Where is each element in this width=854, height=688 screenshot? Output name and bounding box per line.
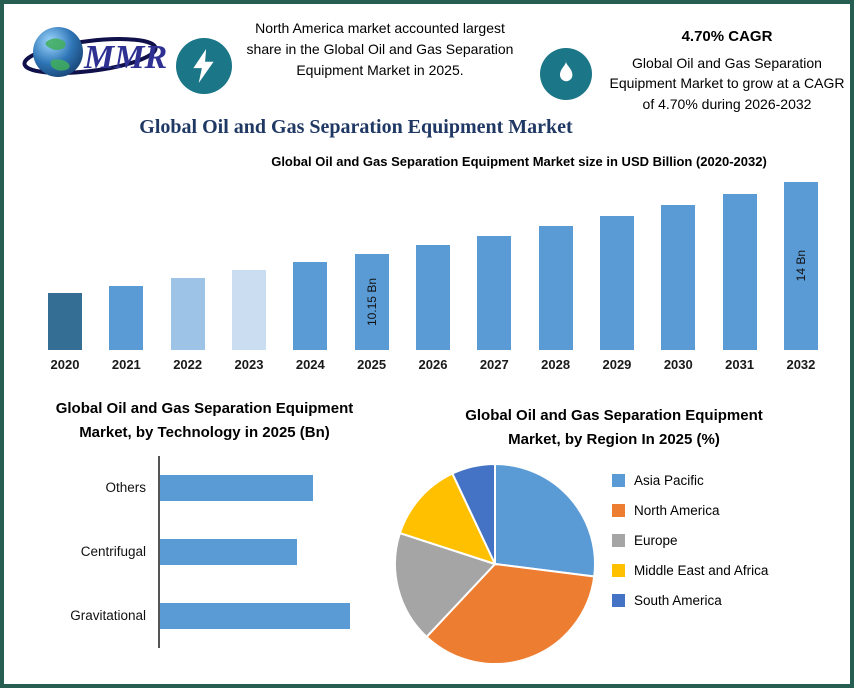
pie-slice-europe — [394, 531, 497, 638]
bar-data-label: 10.15 Bn — [364, 277, 379, 327]
legend-item: Middle East and Africa — [612, 563, 768, 578]
bar-column-2029: 2029 — [599, 176, 634, 372]
tech-bar-row — [160, 584, 387, 648]
pie-slice-asia-pacific — [494, 462, 596, 578]
tech-category-label: Centrifugal — [80, 544, 146, 560]
region-chart-title: Global Oil and Gas Separation Equipment … — [465, 407, 763, 449]
market-size-chart: 2020 2021 2022 2023 2024 10.15 Bn 2025 2026 2027… — [44, 176, 822, 372]
year-label-2030: 2030 — [663, 357, 693, 372]
legend-label: Europe — [634, 532, 678, 548]
legend-label: North America — [634, 502, 720, 518]
legend-swatch — [612, 473, 625, 487]
bar-2022 — [170, 278, 205, 350]
legend-item: South America — [612, 593, 768, 608]
legend-label: South America — [634, 592, 722, 608]
year-label-2023: 2023 — [234, 357, 264, 372]
year-label-2028: 2028 — [541, 357, 571, 372]
bar-2025: 10.15 Bn — [354, 254, 389, 350]
flame-icon — [560, 60, 573, 82]
year-label-2025: 2025 — [357, 357, 387, 372]
legend-item: Europe — [612, 533, 768, 548]
mmr-logo: MMR — [18, 16, 168, 90]
pie-slice-south-america — [451, 462, 496, 565]
lightning-badge — [176, 38, 232, 94]
tech-bar-row — [160, 520, 387, 584]
bar-column-2023: 2023 — [231, 176, 266, 372]
tech-category-label: Gravitational — [70, 608, 146, 624]
bar-2023 — [231, 270, 266, 350]
bar-2026 — [415, 245, 450, 350]
year-label-2032: 2032 — [786, 357, 816, 372]
legend-swatch — [612, 563, 625, 577]
cagr-note: Global Oil and Gas Separation Equipment … — [609, 55, 845, 112]
pie-slice-middle-east-and-africa — [398, 471, 497, 566]
bar-2020 — [48, 293, 82, 350]
lightning-icon — [193, 49, 214, 83]
year-label-2026: 2026 — [418, 357, 448, 372]
flame-badge — [540, 48, 592, 100]
market-size-chart-title: Global Oil and Gas Separation Equipment … — [271, 154, 767, 169]
legend-item: North America — [612, 503, 768, 518]
highlight-note: North America market accounted largest s… — [246, 20, 514, 78]
bar-column-2025: 10.15 Bn 2025 — [354, 176, 389, 372]
year-label-2020: 2020 — [50, 357, 80, 372]
technology-chart-title: Global Oil and Gas Separation Equipment … — [55, 400, 354, 442]
bar-2032: 14 Bn — [783, 182, 818, 350]
bar-2021 — [109, 286, 144, 350]
tech-labels: Others Centrifugal Gravitational — [22, 456, 158, 648]
legend-item: Asia Pacific — [612, 473, 768, 488]
year-label-2021: 2021 — [111, 357, 141, 372]
bar-column-2021: 2021 — [109, 176, 144, 372]
technology-chart: Global Oil and Gas Separation Equipment … — [22, 397, 387, 648]
bar-column-2020: 2020 — [48, 176, 82, 372]
bar-column-2028: 2028 — [538, 176, 573, 372]
legend-label: Asia Pacific — [634, 472, 704, 488]
year-label-2029: 2029 — [602, 357, 632, 372]
cagr-value: 4.70% CAGR — [681, 28, 773, 45]
bar-data-label: 14 Bn — [793, 250, 808, 282]
bar-column-2024: 2024 — [293, 176, 328, 372]
region-chart: Global Oil and Gas Separation Equipment … — [388, 404, 840, 671]
bar-column-2027: 2027 — [477, 176, 512, 372]
bar-2029 — [599, 216, 634, 350]
legend-swatch — [612, 503, 625, 517]
legend-swatch — [612, 593, 625, 607]
page-title: Global Oil and Gas Separation Equipment … — [139, 116, 573, 138]
tech-bar-centrifugal — [160, 538, 297, 565]
bar-column-2030: 2030 — [661, 176, 696, 372]
bar-2024 — [293, 262, 328, 350]
bar-2027 — [477, 236, 512, 350]
region-pie — [394, 462, 596, 665]
bar-column-2032: 14 Bn 2032 — [783, 176, 818, 372]
mmr-logo-graphic: MMR — [22, 27, 167, 77]
legend-swatch — [612, 533, 625, 547]
tech-bars — [158, 455, 387, 648]
bar-2028 — [538, 226, 573, 350]
year-label-2024: 2024 — [295, 357, 325, 372]
legend-label: Middle East and Africa — [634, 562, 769, 578]
tech-category-label: Others — [105, 480, 146, 496]
year-label-2022: 2022 — [173, 357, 203, 372]
market-size-bars: 2020 2021 2022 2023 2024 10.15 Bn 2025 2026 2027… — [44, 176, 822, 372]
logo-text: MMR — [83, 39, 167, 76]
bar-2031 — [722, 194, 757, 350]
cagr-block: 4.70% CAGR Global Oil and Gas Separation… — [604, 28, 850, 114]
tech-bar-row — [160, 456, 387, 520]
bar-column-2026: 2026 — [415, 176, 450, 372]
bar-column-2022: 2022 — [170, 176, 205, 372]
region-legend: Asia Pacific North America Europe Middle Ea… — [612, 473, 768, 623]
pie-slice-north-america — [425, 562, 596, 665]
bar-column-2031: 2031 — [722, 176, 757, 372]
globe-icon — [33, 27, 83, 77]
bar-2030 — [661, 205, 696, 350]
year-label-2027: 2027 — [479, 357, 509, 372]
tech-bar-gravitational — [160, 602, 350, 629]
year-label-2031: 2031 — [725, 357, 755, 372]
tech-bar-others — [160, 474, 313, 501]
